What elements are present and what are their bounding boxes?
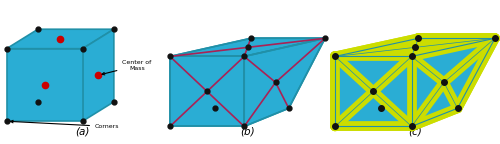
Polygon shape bbox=[170, 56, 244, 126]
Text: Center of
Mass: Center of Mass bbox=[102, 60, 152, 75]
Text: (b): (b) bbox=[240, 127, 255, 137]
Polygon shape bbox=[82, 29, 114, 121]
Polygon shape bbox=[6, 29, 114, 49]
Text: (c): (c) bbox=[408, 127, 422, 137]
Polygon shape bbox=[244, 38, 325, 126]
Polygon shape bbox=[412, 38, 495, 126]
Text: Corners: Corners bbox=[10, 120, 120, 129]
Polygon shape bbox=[335, 56, 411, 126]
Text: (a): (a) bbox=[76, 127, 90, 137]
Polygon shape bbox=[170, 38, 325, 56]
Polygon shape bbox=[6, 49, 82, 121]
Polygon shape bbox=[335, 38, 495, 56]
